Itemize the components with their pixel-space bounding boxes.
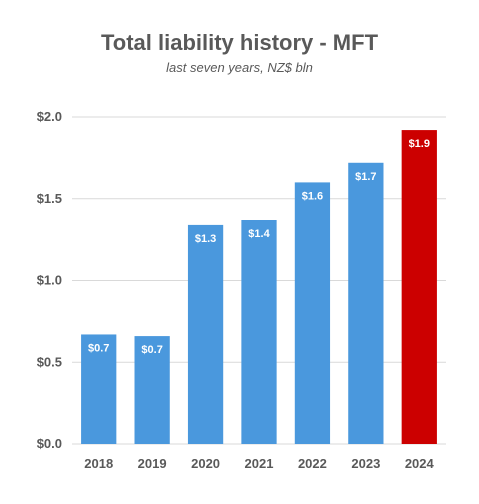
y-tick-label: $2.0: [37, 109, 62, 124]
x-tick-label: 2021: [245, 456, 274, 471]
x-tick-label: 2020: [191, 456, 220, 471]
y-tick-label: $0.0: [37, 436, 62, 451]
bar: [294, 182, 331, 444]
bar: [187, 224, 224, 444]
data-label: $1.6: [302, 190, 323, 202]
x-tick-label: 2024: [405, 456, 435, 471]
chart-title: Total liability history - MFT: [100, 30, 379, 55]
y-tick-label: $1.5: [37, 191, 62, 206]
data-label: $1.3: [195, 233, 216, 245]
x-tick-label: 2019: [138, 456, 167, 471]
x-tick-label: 2022: [298, 456, 327, 471]
chart-subtitle: last seven years, NZ$ bln: [166, 60, 313, 75]
x-tick-label: 2018: [84, 456, 113, 471]
bar: [348, 162, 384, 444]
bar: [401, 130, 437, 444]
data-label: $0.7: [141, 344, 162, 356]
data-label: $1.9: [409, 138, 430, 150]
y-tick-label: $1.0: [37, 273, 62, 288]
data-label: $1.4: [248, 228, 270, 240]
x-tick-label: 2023: [351, 456, 380, 471]
data-label: $0.7: [88, 342, 109, 354]
data-label: $1.7: [355, 171, 376, 183]
bar: [81, 334, 117, 444]
y-tick-label: $0.5: [37, 354, 62, 369]
bar: [134, 336, 170, 444]
bar: [241, 220, 277, 444]
